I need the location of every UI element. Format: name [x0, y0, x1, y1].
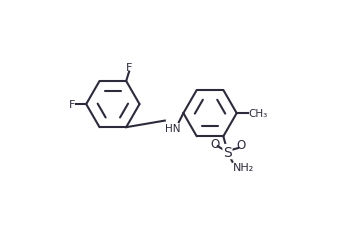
Text: NH₂: NH₂	[233, 163, 254, 173]
Text: F: F	[69, 100, 76, 110]
Text: HN: HN	[165, 123, 181, 133]
Text: S: S	[223, 145, 232, 159]
Text: O: O	[237, 139, 246, 152]
Text: CH₃: CH₃	[249, 109, 268, 119]
Text: O: O	[210, 137, 219, 150]
Text: F: F	[126, 63, 132, 73]
